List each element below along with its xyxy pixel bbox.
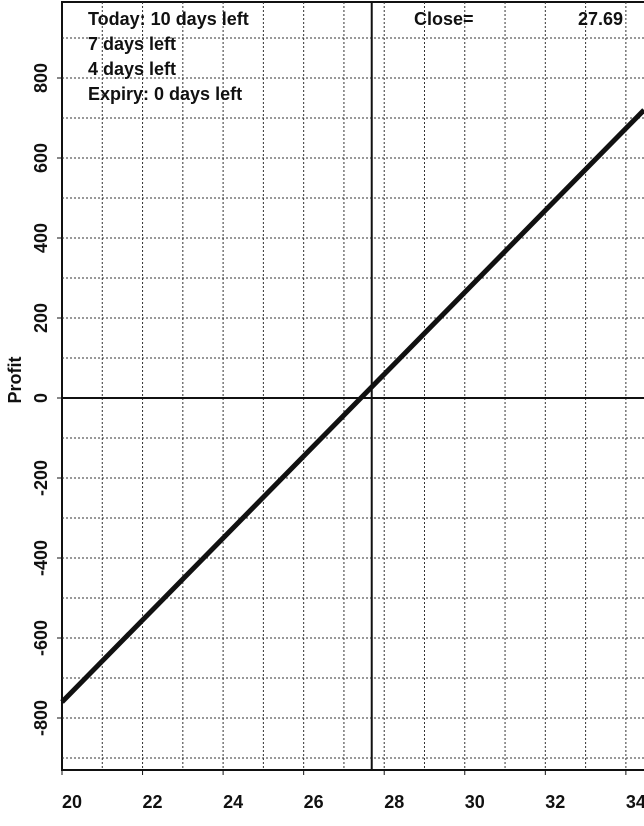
- y-tick-label: -200: [31, 460, 51, 496]
- y-axis-label: Profit: [5, 356, 25, 403]
- legend-entry: Expiry: 0 days left: [88, 84, 242, 104]
- x-tick-label: 30: [465, 792, 485, 812]
- legend-entry: Today: 10 days left: [88, 9, 249, 29]
- y-tick-label: -400: [31, 540, 51, 576]
- legend-entry: 4 days left: [88, 59, 176, 79]
- y-tick-label: -600: [31, 620, 51, 656]
- y-tick-label: -800: [31, 700, 51, 736]
- legend-entry: 7 days left: [88, 34, 176, 54]
- close-value: 27.69: [578, 9, 623, 29]
- x-tick-label: 26: [304, 792, 324, 812]
- x-tick-label: 32: [545, 792, 565, 812]
- x-tick-label: 24: [223, 792, 243, 812]
- y-tick-label: 400: [31, 223, 51, 253]
- x-tick-label: 28: [384, 792, 404, 812]
- x-tick-label: 34: [626, 792, 644, 812]
- plot-area: [61, 1, 644, 771]
- y-tick-label: 0: [31, 393, 51, 403]
- y-tick-label: 200: [31, 303, 51, 333]
- y-tick-label: 800: [31, 63, 51, 93]
- x-tick-label: 20: [62, 792, 82, 812]
- close-label: Close=: [414, 9, 474, 29]
- profit-line: [60, 108, 644, 704]
- x-tick-label: 22: [143, 792, 163, 812]
- y-tick-label: 600: [31, 143, 51, 173]
